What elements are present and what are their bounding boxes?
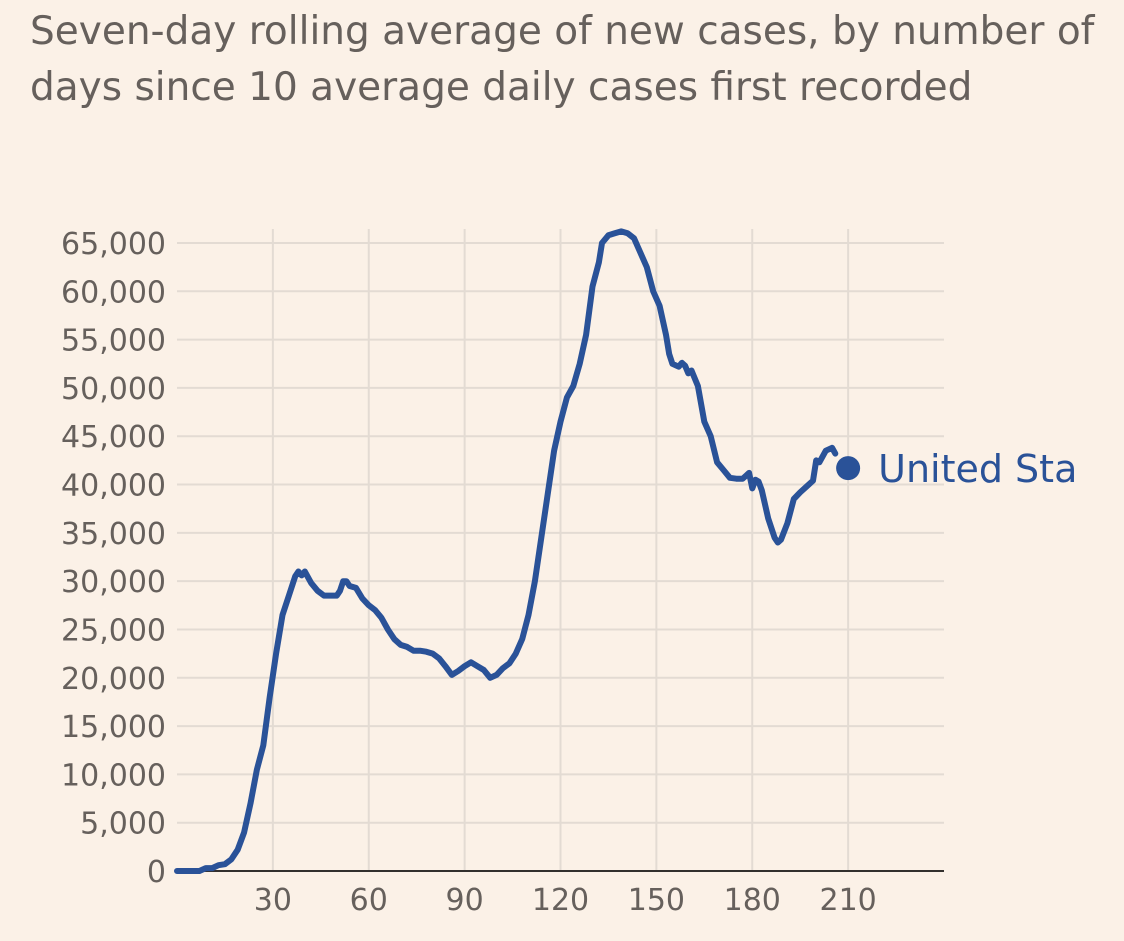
y-axis-tick-labels: 0 5,000 10,000 15,000 20,000 25,000 30,000 35,0… (61, 227, 166, 890)
x-gridlines (271, 229, 850, 871)
y-tick-label: 50,000 (61, 372, 166, 407)
series-layer: United Sta (174, 228, 1077, 874)
x-axis-tick-labels: 30 60 90 120 150 180 210 (254, 883, 877, 918)
y-tick-label: 5,000 (80, 807, 166, 842)
y-tick-label: 20,000 (61, 662, 166, 697)
x-tick-label: 30 (254, 883, 292, 918)
y-gridlines (177, 242, 944, 824)
y-tick-label: 45,000 (61, 420, 166, 455)
y-tick-label: 25,000 (61, 613, 166, 648)
chart-title: Seven-day rolling average of new cases, … (30, 9, 1095, 110)
series-label: United Sta (878, 447, 1077, 491)
y-tick-label: 0 (147, 855, 166, 890)
y-tick-label: 10,000 (61, 758, 166, 793)
x-tick-label: 120 (532, 883, 589, 918)
y-tick-label: 30,000 (61, 565, 166, 600)
y-tick-label: 40,000 (61, 469, 166, 504)
x-tick-label: 210 (819, 883, 876, 918)
y-tick-label: 60,000 (61, 275, 166, 310)
y-tick-label: 35,000 (61, 517, 166, 552)
x-tick-label: 180 (724, 883, 781, 918)
series-end-marker (836, 456, 861, 481)
x-tick-label: 150 (628, 883, 685, 918)
series-line-united-states (174, 228, 839, 874)
y-tick-label: 15,000 (61, 710, 166, 745)
y-tick-label: 55,000 (61, 324, 166, 359)
x-tick-label: 60 (350, 883, 388, 918)
x-tick-label: 90 (446, 883, 484, 918)
y-tick-label: 65,000 (61, 227, 166, 262)
